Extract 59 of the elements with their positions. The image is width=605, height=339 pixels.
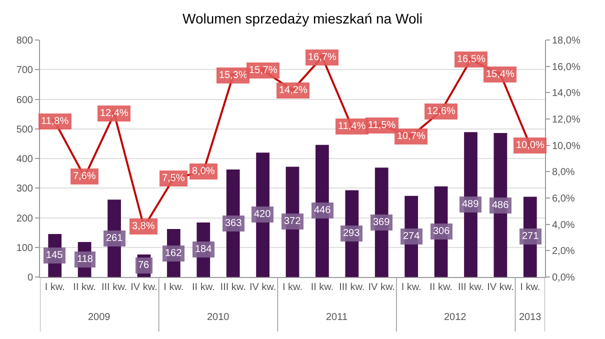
- y-tick-label: 0: [27, 272, 34, 284]
- y-tick-label: 500: [16, 124, 34, 136]
- y-tick-label: 400: [16, 154, 34, 165]
- data-label: 486: [492, 200, 510, 211]
- y2-tick-label: 10,0%: [552, 140, 580, 152]
- x-tick-label: IV kw.: [368, 282, 395, 293]
- x-tick-label: I kw.: [401, 282, 422, 293]
- data-label: 369: [373, 217, 390, 228]
- text: 2011: [326, 312, 348, 323]
- x-tick-label: I kw.: [282, 282, 303, 293]
- data-label: 118: [77, 254, 94, 265]
- x-tick-label: I kw.: [520, 282, 540, 293]
- data-label: 372: [284, 216, 302, 227]
- x-tick-label: II kw.: [73, 282, 96, 293]
- y-tick-label: 800: [16, 36, 34, 46]
- x-tick-label: II kw.: [430, 282, 452, 293]
- data-label: 293: [343, 228, 360, 239]
- y-tick-label: 100: [16, 242, 34, 254]
- text: 2012: [444, 312, 467, 323]
- data-label: 184: [195, 244, 212, 255]
- data-label: 489: [462, 199, 480, 210]
- y-tick-label: 300: [16, 184, 34, 195]
- x-tick-label: III kw.: [101, 282, 128, 293]
- text: 2009: [88, 312, 111, 323]
- x-tick-label: III kw.: [458, 282, 484, 293]
- y-tick-label: 600: [16, 94, 34, 106]
- y-tick-label: 700: [16, 65, 34, 76]
- data-label: 420: [254, 209, 272, 220]
- data-label: 261: [106, 233, 124, 244]
- y2-tick-label: 0,0%: [552, 272, 575, 284]
- x-tick-label: II kw.: [310, 282, 334, 293]
- data-label: 274: [403, 231, 420, 242]
- x-tick-label: IV kw.: [487, 282, 514, 293]
- data-label: 363: [225, 218, 242, 229]
- chart-title: Wolumen sprzedaży mieszkań na Woli: [182, 10, 422, 26]
- x-tick-label: III kw.: [339, 282, 365, 293]
- data-label: 162: [165, 248, 182, 259]
- y2-tick-label: 18,0%: [552, 36, 580, 46]
- y2-tick-label: 12,0%: [552, 114, 580, 126]
- x-tick-label: IV kw.: [249, 282, 276, 293]
- x-tick-label: I kw.: [164, 282, 184, 293]
- x-tick-label: IV kw.: [130, 282, 158, 293]
- x-tick-label: I kw.: [44, 282, 65, 293]
- data-label: 271: [522, 231, 540, 242]
- text: 2013: [519, 312, 542, 323]
- y-tick-label: 200: [16, 213, 34, 224]
- y2-tick-label: 4,0%: [552, 220, 575, 231]
- y2-tick-label: 14,0%: [552, 88, 580, 100]
- y2-tick-label: 6,0%: [552, 194, 575, 204]
- data-label: 446: [314, 205, 332, 216]
- data-label: 76: [138, 260, 150, 271]
- y2-tick-label: 16,0%: [552, 62, 580, 73]
- y2-tick-label: 8,0%: [552, 167, 575, 178]
- y2-tick-label: 2,0%: [552, 246, 575, 258]
- data-label: 145: [46, 250, 64, 261]
- x-tick-label: III kw.: [220, 282, 246, 293]
- data-label: 306: [433, 226, 450, 237]
- x-tick-label: II kw.: [192, 282, 215, 293]
- text: 2010: [207, 312, 230, 323]
